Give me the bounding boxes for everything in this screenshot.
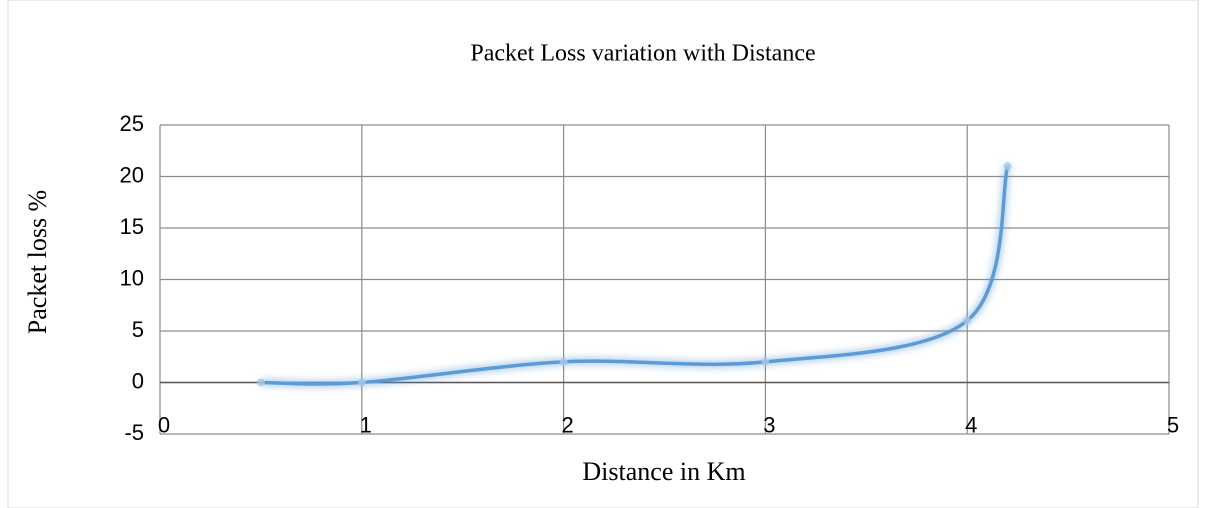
x-tick-label: 1 [360,412,372,437]
x-tick-label: 2 [561,412,573,437]
y-axis-label: Packet loss % [23,190,52,334]
y-tick-label: 20 [120,162,144,187]
y-tick-label: 25 [120,111,144,136]
data-point [559,357,568,366]
data-point [256,378,265,387]
chart-title: Packet Loss variation with Distance [470,41,815,67]
x-tick-label: 3 [763,412,775,437]
data-point [963,316,972,325]
y-tick-label: -5 [124,420,144,445]
y-tick-label: 10 [120,265,144,290]
y-tick-label: 0 [132,368,144,393]
data-point [761,357,770,366]
data-point [357,378,366,387]
x-tick-label: 5 [1167,412,1179,437]
chart-border [7,0,1199,508]
plot-area: -5 0 5 10 15 20 25 0 1 2 3 4 5 [120,111,1180,445]
y-tick-label: 15 [120,214,144,239]
y-tick-label: 5 [132,317,144,342]
data-point [1003,162,1012,171]
x-tick-label: 0 [158,412,170,437]
x-tick-label: 4 [965,412,977,437]
data-line [260,165,1010,386]
x-axis-label: Distance in Km [582,457,745,486]
